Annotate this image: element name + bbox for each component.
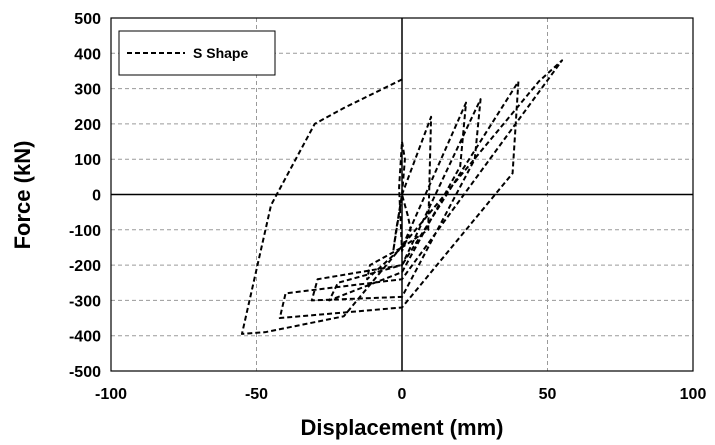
y-tick-label: 100 xyxy=(74,152,101,169)
y-tick-label: -200 xyxy=(69,258,101,275)
y-tick-label: 400 xyxy=(74,46,101,63)
y-tick-label: 300 xyxy=(74,82,101,99)
x-tick-label: 50 xyxy=(539,386,557,403)
tick-labels: -100 -50 0 50 100-500-400-300-200-1000100200… xyxy=(69,11,706,403)
y-axis-title: Force (kN) xyxy=(10,141,35,250)
x-tick-label: 100 xyxy=(680,386,707,403)
y-tick-label: 200 xyxy=(74,117,101,134)
plot-area-border xyxy=(110,17,694,372)
y-tick-label: 500 xyxy=(74,11,101,28)
series-layer xyxy=(240,59,564,335)
series-line-0 xyxy=(240,59,564,335)
y-tick-label: -500 xyxy=(69,364,101,381)
legend-label: S Shape xyxy=(193,45,248,61)
y-tick-label: -400 xyxy=(69,329,101,346)
y-tick-label: -100 xyxy=(69,223,101,240)
x-tick-label: -100 xyxy=(95,386,127,403)
x-tick-label: -50 xyxy=(245,386,268,403)
legend: S Shape xyxy=(118,30,276,76)
y-tick-label: 0 xyxy=(92,188,101,205)
x-axis-title: Displacement (mm) xyxy=(301,415,504,440)
y-tick-label: -300 xyxy=(69,293,101,310)
x-tick-label: 0 xyxy=(398,386,407,403)
